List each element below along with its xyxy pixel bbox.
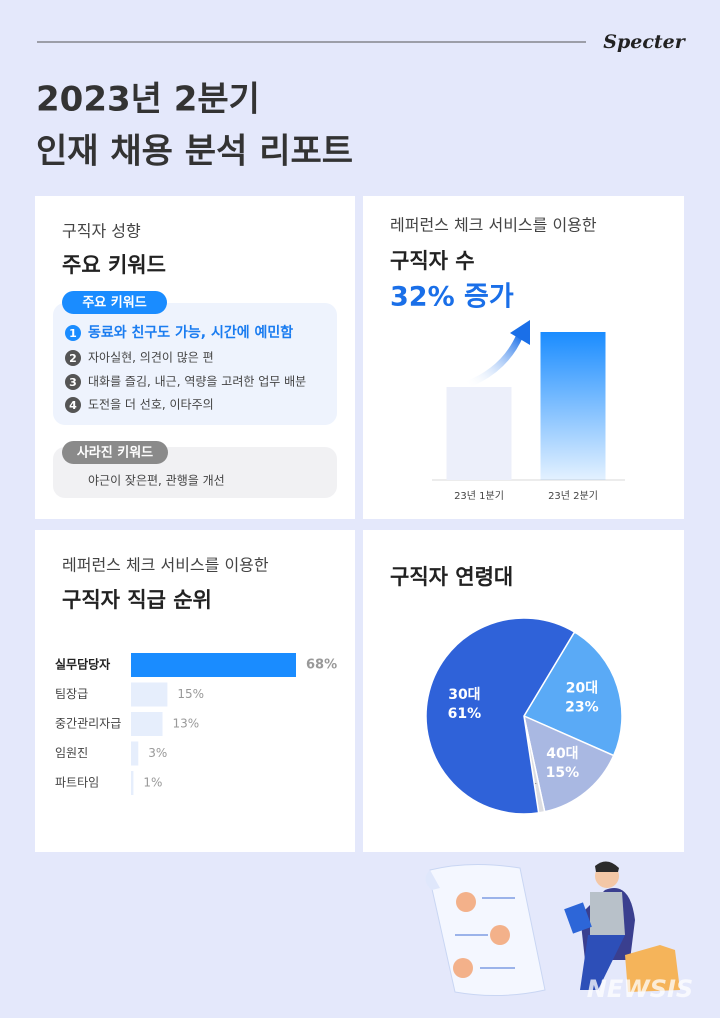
card-title: 구직자 직급 순위 <box>62 588 212 612</box>
value-label: 13% <box>173 717 200 731</box>
keyword-panel <box>53 303 337 425</box>
pie-slice <box>425 617 576 815</box>
title-line: 인재 채용 분석 리포트 <box>36 132 353 172</box>
card-highlight: 32% 증가 <box>390 282 514 313</box>
person-hair <box>595 861 619 872</box>
avatar <box>490 925 510 945</box>
growth-arrow-head <box>510 320 530 345</box>
folder <box>625 945 680 992</box>
item-number-badge <box>65 374 81 390</box>
illustration <box>425 861 680 997</box>
person-jacket <box>590 892 625 935</box>
item-number: 4 <box>69 399 77 412</box>
gone-tag-label: 사라진 키워드 <box>77 445 153 461</box>
bar <box>131 771 134 795</box>
card-subtitle: 구직자 성향 <box>62 222 141 241</box>
pie-category: 20대 <box>566 681 598 697</box>
bar <box>540 332 606 480</box>
growth-arrow <box>462 331 524 389</box>
card-subtitle: 레퍼런스 체크 서비스를 이용한 <box>62 556 269 575</box>
category-label: 파트타임 <box>55 776 99 790</box>
pie-category: 30대 <box>448 687 480 703</box>
value-label: 3% <box>148 746 167 760</box>
item-text: 대화를 즐김, 내근, 역량을 고려한 업무 배분 <box>88 375 306 389</box>
card-title: 구직자 수 <box>390 249 475 273</box>
bar <box>131 741 139 766</box>
title-line: 2023년 2분기 <box>36 80 260 120</box>
item-text: 자아실현, 의견이 많은 편 <box>88 351 214 365</box>
pie-value: 23% <box>565 700 599 716</box>
bar <box>446 387 512 480</box>
pie-slice <box>522 630 623 757</box>
value-label: 15% <box>177 687 204 701</box>
bar <box>131 712 163 736</box>
item-number-badge <box>65 350 81 366</box>
avatar <box>456 892 476 912</box>
bar <box>131 682 168 707</box>
category-label: 실무담당자 <box>55 657 110 672</box>
value-label: 68% <box>306 658 337 673</box>
gone-tag <box>62 441 168 464</box>
keyword-tag <box>62 291 167 314</box>
item-text: 동료와 친구도 가능, 시간에 예민함 <box>88 324 293 341</box>
card <box>363 196 684 519</box>
x-tick-label: 23년 1분기 <box>454 490 504 502</box>
keyword-list: 1 동료와 친구도 가능, 시간에 예민함 2 자아실현, 의견이 많은 편 3 대화를 … <box>65 324 306 413</box>
item-number: 3 <box>69 376 77 389</box>
category-label: 임원진 <box>55 746 88 760</box>
avatar <box>453 958 473 978</box>
pie-slice <box>522 714 615 813</box>
pie-category: 40대 <box>546 746 578 762</box>
gone-text: 야근이 잦은편, 관행을 개선 <box>88 473 225 488</box>
watermark: NEWSIS <box>587 975 693 1003</box>
bar <box>131 653 296 677</box>
person-legs <box>580 935 625 990</box>
value-label: 1% <box>143 776 162 790</box>
category-label: 중간관리자급 <box>55 717 121 731</box>
card-subtitle: 레퍼런스 체크 서비스를 이용한 <box>390 216 597 235</box>
card <box>35 530 355 852</box>
category-label: 팀장급 <box>55 687 88 701</box>
x-tick-label: 23년 2분기 <box>548 490 598 502</box>
item-number-badge <box>65 397 81 413</box>
tablet <box>564 902 592 934</box>
card-title: 주요 키워드 <box>62 253 166 277</box>
pie-value: 61% <box>448 706 482 722</box>
pie-value: 15% <box>546 765 580 781</box>
item-number: 1 <box>69 327 77 340</box>
item-text: 도전을 더 선호, 이타주의 <box>88 398 214 412</box>
brand: Specter <box>603 31 687 53</box>
card-title: 구직자 연령대 <box>390 565 513 589</box>
item-number-badge <box>65 325 81 341</box>
item-number: 2 <box>69 352 77 365</box>
resume-curl <box>425 870 440 890</box>
keyword-tag-label: 주요 키워드 <box>82 296 146 311</box>
